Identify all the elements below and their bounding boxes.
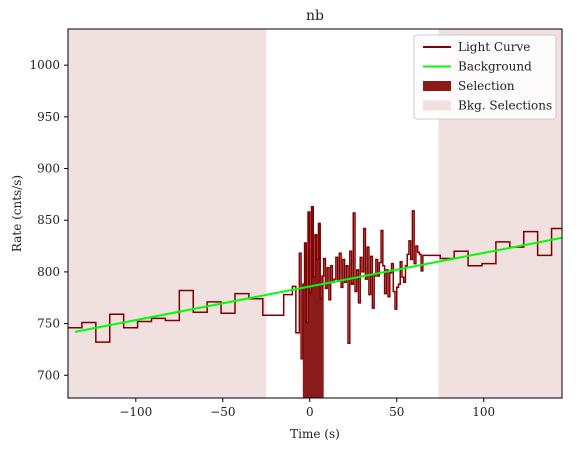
y-tick-label: 950	[37, 110, 60, 124]
legend-box	[413, 34, 557, 120]
legend: Light Curve Background Selection Bkg. Selec…	[413, 34, 557, 120]
legend-entry-1: Light Curve	[423, 40, 530, 54]
y-tick-label: 800	[37, 265, 60, 279]
legend-swatch	[423, 100, 451, 111]
chart-title: nb	[306, 8, 324, 24]
y-tick-label: 700	[37, 368, 60, 382]
x-tick-label: −50	[210, 405, 235, 419]
x-axis: −100 −50 0 50 100	[119, 398, 495, 419]
y-axis-label: Rate (cnts/s)	[10, 175, 24, 252]
light-curve-series	[68, 206, 562, 360]
x-tick-label: 50	[389, 405, 404, 419]
x-tick-label: −100	[119, 405, 152, 419]
legend-entry-3: Selection	[423, 79, 515, 93]
y-tick-label: 850	[37, 213, 60, 227]
background-series	[74, 236, 563, 333]
legend-swatch	[423, 81, 451, 91]
y-axis: 700 750 800 850 900 950 1000	[29, 58, 68, 382]
x-tick-label: 100	[472, 405, 495, 419]
y-tick-label: 750	[37, 317, 60, 331]
legend-entry-2: Background	[423, 60, 532, 74]
legend-label: Bkg. Selections	[458, 99, 552, 113]
y-tick-label: 900	[37, 162, 60, 176]
legend-label: Background	[458, 60, 532, 74]
x-tick-label: 0	[306, 405, 314, 419]
legend-label: Light Curve	[458, 40, 530, 54]
plot-frame	[67, 28, 563, 399]
y-tick-label: 1000	[29, 58, 60, 72]
x-axis-label: Time (s)	[290, 427, 340, 441]
legend-entry-4: Bkg. Selections	[423, 99, 552, 113]
legend-label: Selection	[458, 79, 515, 93]
bkg-selection-region-1	[68, 29, 267, 398]
